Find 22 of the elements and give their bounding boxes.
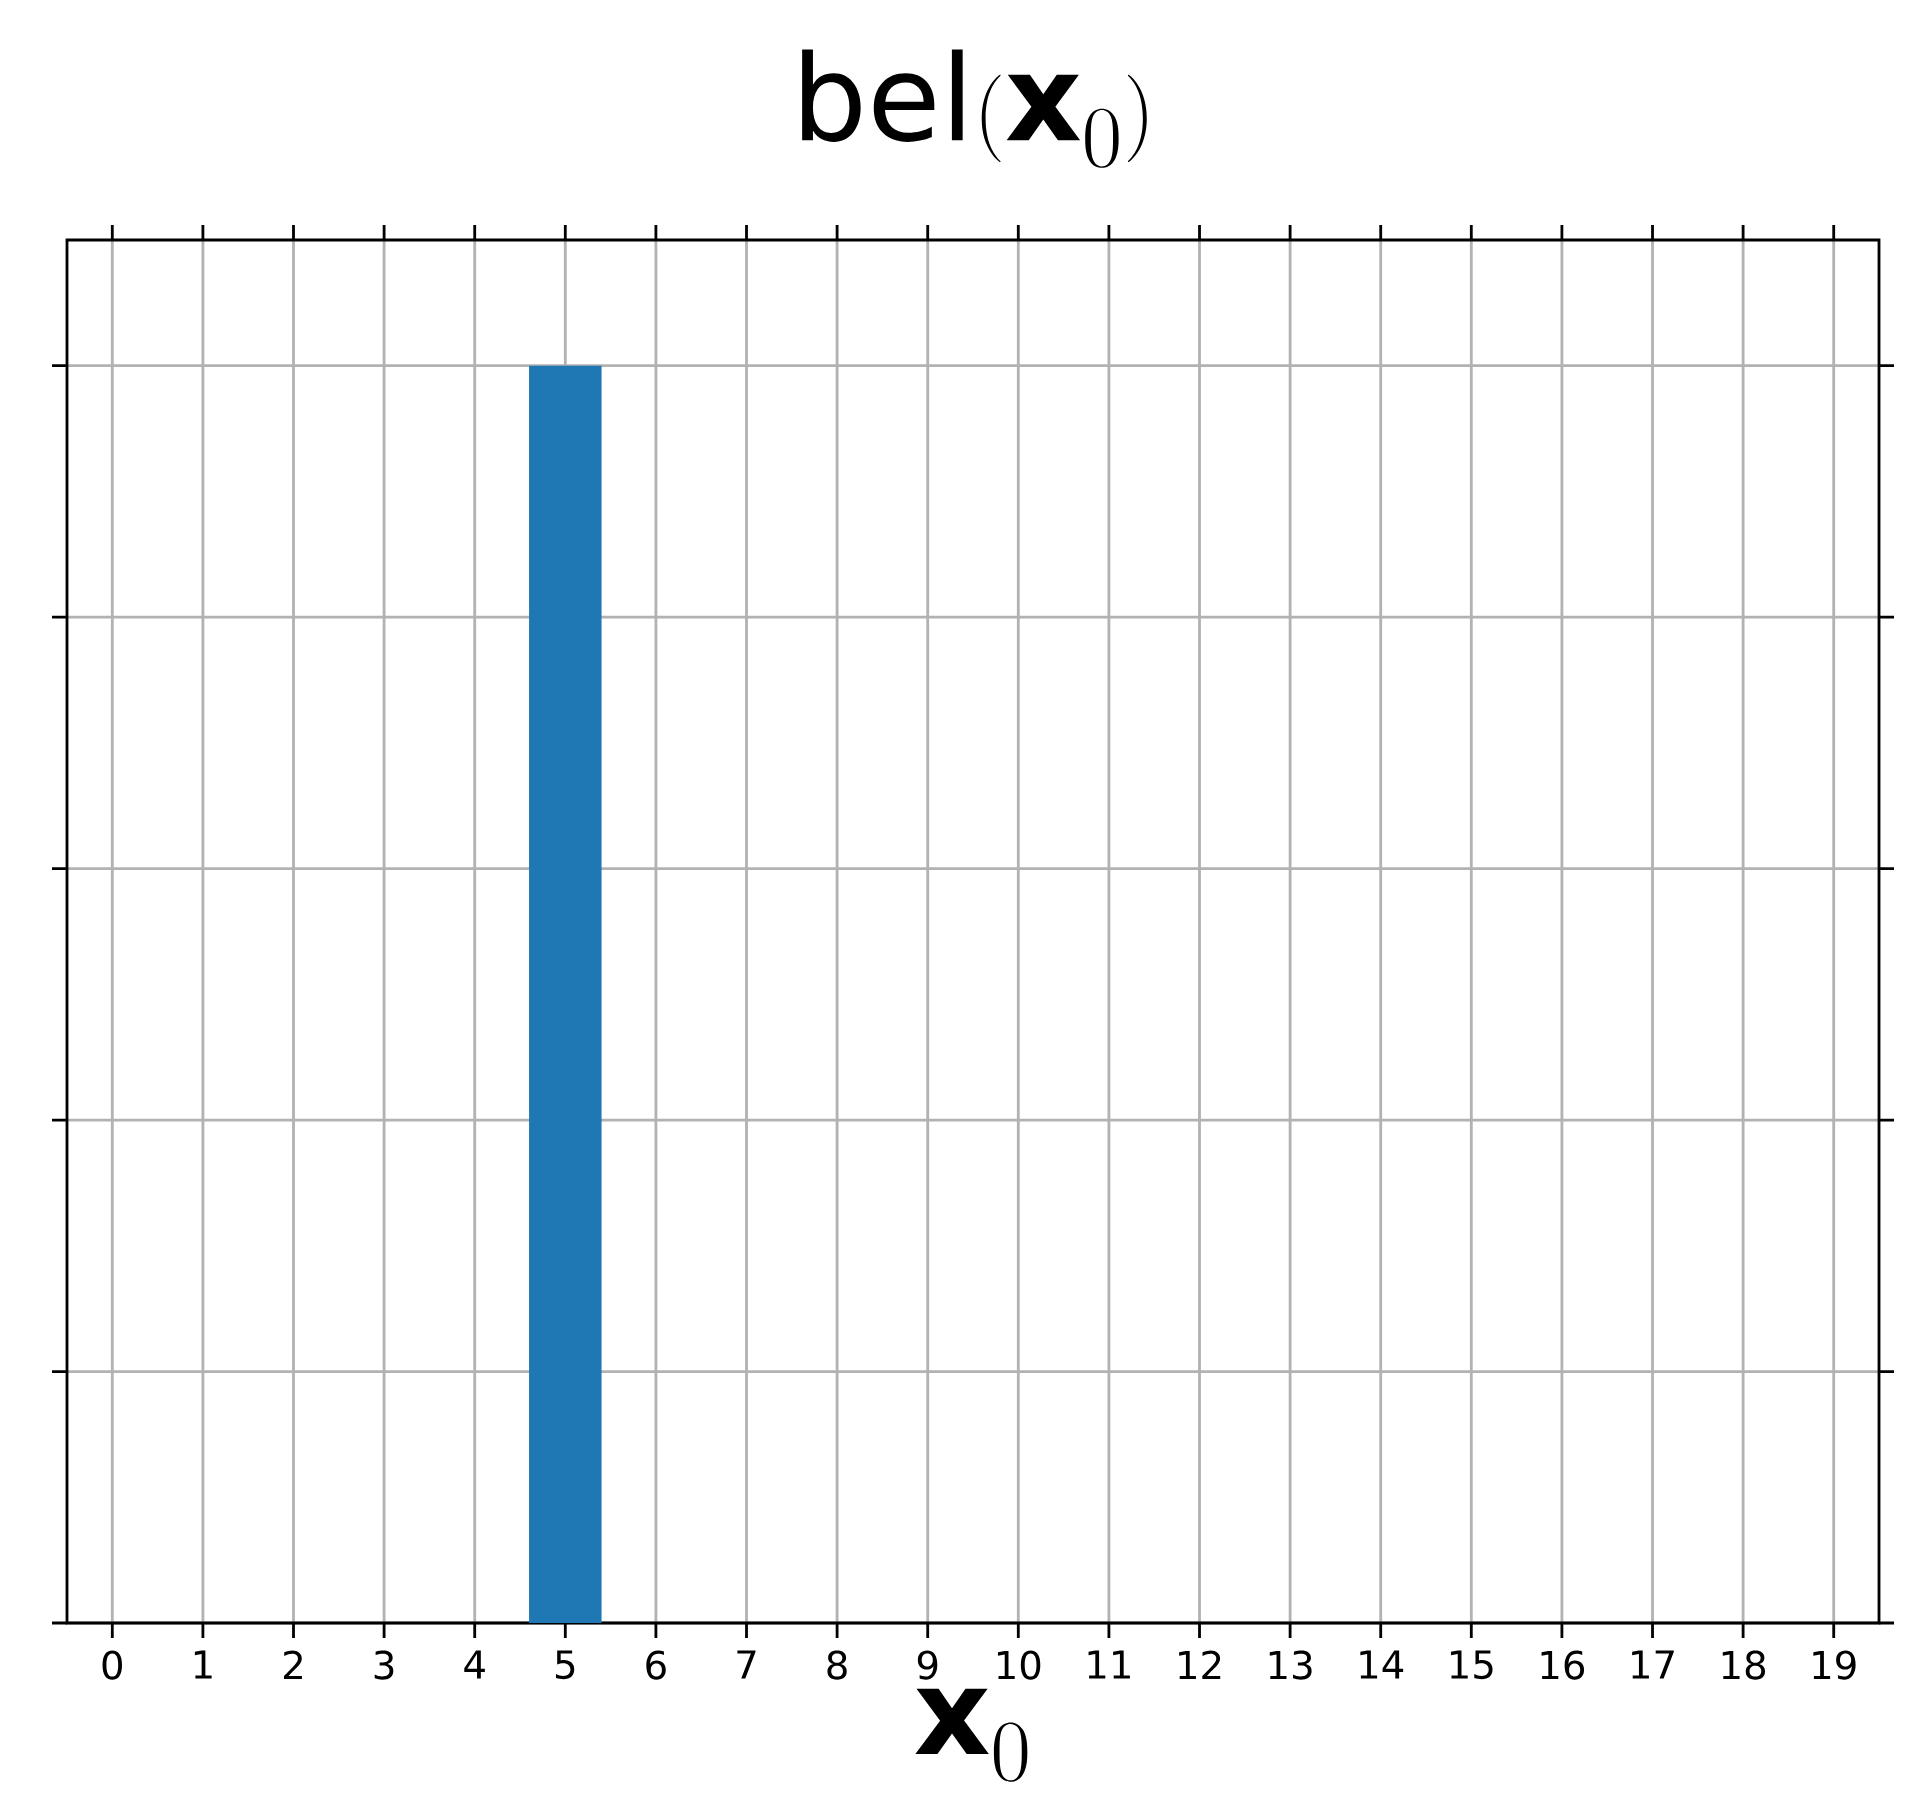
x-tick-label: 15 (1450, 1650, 1493, 1680)
x-tick-label: 3 (374, 1650, 394, 1680)
x-tick-label: 10 (997, 1650, 1041, 1680)
x-tick-label: 16 (1541, 1650, 1585, 1680)
x-tick-label: 4 (464, 1650, 485, 1679)
x-tick-label: 1 (194, 1650, 212, 1679)
x-tick-label: 11 (1088, 1650, 1130, 1679)
x-tick-label: 19 (1813, 1650, 1856, 1680)
x-tick-label: 7 (737, 1650, 756, 1679)
x-tick-label: 6 (646, 1650, 666, 1680)
x-tick-label: 18 (1722, 1650, 1766, 1680)
x-tick-label: 12 (1179, 1650, 1221, 1680)
chart-title: $\mathrm{bel}(\mathbf{x}_0)$ (802, 49, 1147, 168)
x-tick-label: 5 (555, 1650, 575, 1680)
x-tick-label: 13 (1269, 1650, 1312, 1680)
x-tick-label: 0 (102, 1650, 122, 1680)
x-tick-label: 9 (917, 1650, 938, 1680)
x-tick-label: 8 (827, 1650, 847, 1680)
x-tick-label: 14 (1360, 1650, 1404, 1679)
x-tick-label: 2 (284, 1650, 302, 1680)
x-axis-title: $\mathbf{x}_0$ (915, 1688, 1028, 1782)
x-tick-label: 17 (1632, 1650, 1674, 1679)
